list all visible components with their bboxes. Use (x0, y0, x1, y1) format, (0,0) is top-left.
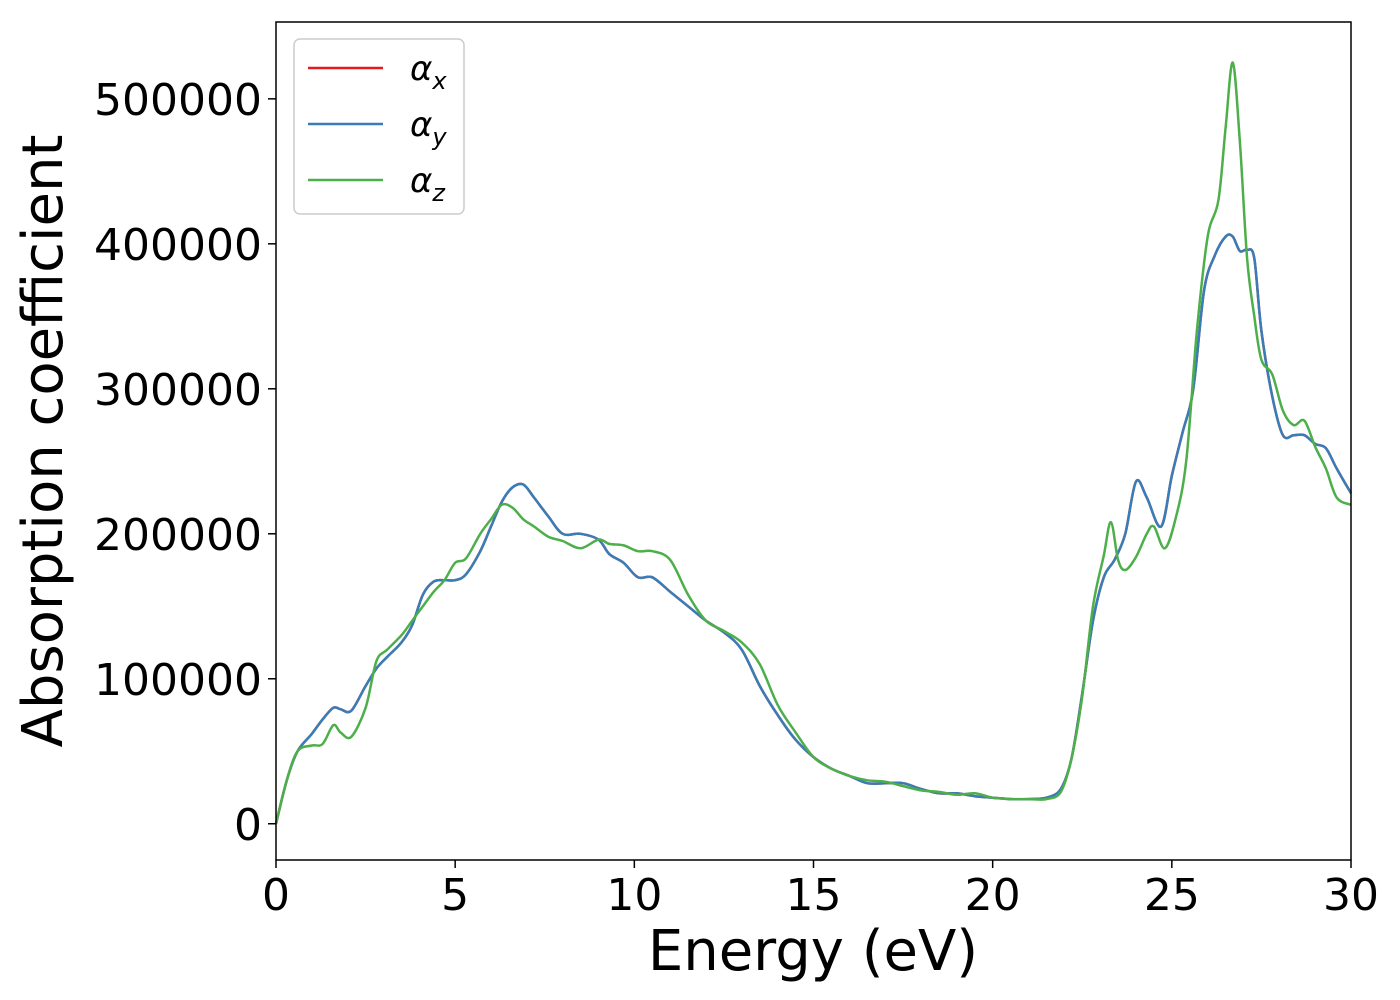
legend-box (293, 38, 465, 215)
series-line-x (274, 233, 1353, 825)
y-axis-ticks: 0 100000 200000 300000 400000 500000 (94, 75, 276, 851)
x-tick-label: 0 (262, 870, 290, 921)
legend: αx αy αz (293, 38, 465, 215)
y-axis-label: Absorption coefficient (11, 135, 76, 748)
legend-label-x: αx (410, 49, 447, 95)
legend-label-z: αz (410, 161, 446, 207)
series-line-z (274, 61, 1352, 825)
y-tick-label: 0 (234, 800, 262, 851)
legend-label-y: αy (410, 105, 447, 151)
y-tick-label: 300000 (94, 365, 262, 416)
x-tick-label: 25 (1144, 870, 1200, 921)
x-axis-ticks: 0 5 10 15 20 25 30 (262, 860, 1379, 921)
y-tick-label: 400000 (94, 220, 262, 271)
y-tick-label: 500000 (94, 75, 262, 126)
x-tick-label: 20 (965, 870, 1021, 921)
y-tick-label: 200000 (94, 510, 262, 561)
x-tick-label: 10 (606, 870, 662, 921)
x-tick-label: 15 (786, 870, 842, 921)
series-line-y (274, 233, 1353, 825)
x-tick-label: 30 (1323, 870, 1379, 921)
series-layer (274, 61, 1353, 825)
x-axis-label: Energy (eV) (648, 919, 978, 984)
y-tick-label: 100000 (94, 655, 262, 706)
legend-items: αx αy αz (308, 49, 447, 207)
x-tick-label: 5 (441, 870, 469, 921)
